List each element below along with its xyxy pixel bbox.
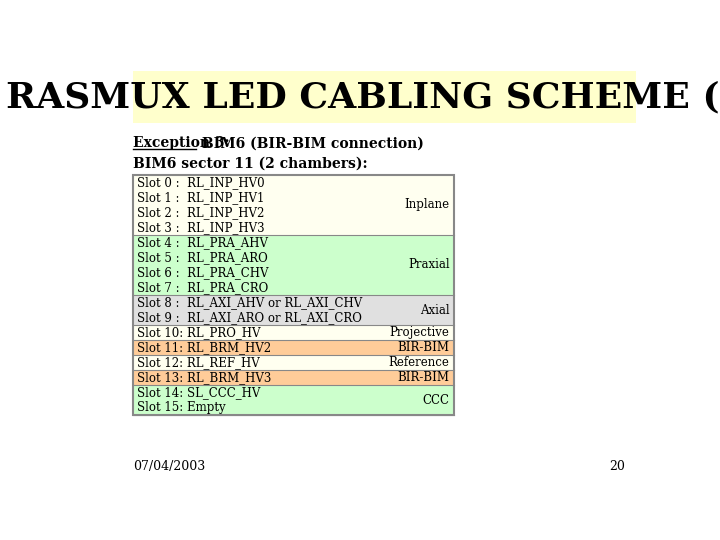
Text: Slot 10: RL_PRO_HV: Slot 10: RL_PRO_HV <box>138 326 261 339</box>
Text: Slot 7 :  RL_PRA_CRO: Slot 7 : RL_PRA_CRO <box>138 281 269 294</box>
Text: Slot 3 :  RL_INP_HV3: Slot 3 : RL_INP_HV3 <box>138 221 265 234</box>
Text: Exception 3:: Exception 3: <box>132 136 229 150</box>
Text: BIM6 sector 11 (2 chambers):: BIM6 sector 11 (2 chambers): <box>132 157 367 170</box>
Text: Praxial: Praxial <box>408 259 449 272</box>
Bar <box>132 370 454 385</box>
Text: 20: 20 <box>609 460 625 473</box>
Text: Projective: Projective <box>390 326 449 339</box>
Text: Slot 6 :  RL_PRA_CHV: Slot 6 : RL_PRA_CHV <box>138 266 269 279</box>
Bar <box>132 355 454 370</box>
Bar <box>132 175 454 235</box>
Text: Reference: Reference <box>389 356 449 369</box>
Text: Slot 12: RL_REF_HV: Slot 12: RL_REF_HV <box>138 356 260 369</box>
Bar <box>132 295 454 325</box>
Text: Slot 11: RL_BRM_HV2: Slot 11: RL_BRM_HV2 <box>138 341 271 354</box>
Bar <box>132 385 454 415</box>
Bar <box>132 235 454 295</box>
Text: Slot 13: RL_BRM_HV3: Slot 13: RL_BRM_HV3 <box>138 371 271 384</box>
Bar <box>132 175 454 415</box>
Text: Slot 5 :  RL_PRA_ARO: Slot 5 : RL_PRA_ARO <box>138 251 268 264</box>
Bar <box>132 71 636 123</box>
Text: Slot 1 :  RL_INP_HV1: Slot 1 : RL_INP_HV1 <box>138 191 265 204</box>
Text: BIR-BIM: BIR-BIM <box>397 371 449 384</box>
Text: CCC: CCC <box>423 394 449 407</box>
Text: Slot 2 :  RL_INP_HV2: Slot 2 : RL_INP_HV2 <box>138 206 265 219</box>
Bar <box>132 325 454 340</box>
Text: Slot 8 :  RL_AXI_AHV or RL_AXI_CHV: Slot 8 : RL_AXI_AHV or RL_AXI_CHV <box>138 296 363 309</box>
Text: Slot 9 :  RL_AXI_ARO or RL_AXI_CRO: Slot 9 : RL_AXI_ARO or RL_AXI_CRO <box>138 311 362 324</box>
Text: Inplane: Inplane <box>405 198 449 212</box>
Text: Slot 0 :  RL_INP_HV0: Slot 0 : RL_INP_HV0 <box>138 176 265 189</box>
Text: BIR-BIM: BIR-BIM <box>397 341 449 354</box>
Text: Axial: Axial <box>420 303 449 316</box>
Bar <box>132 340 454 355</box>
Text: 07/04/2003: 07/04/2003 <box>132 460 205 473</box>
Text: Slot 4 :  RL_PRA_AHV: Slot 4 : RL_PRA_AHV <box>138 236 269 249</box>
Text: RASMUX LED CABLING SCHEME (4): RASMUX LED CABLING SCHEME (4) <box>6 80 720 114</box>
Text: Slot 15: Empty: Slot 15: Empty <box>138 401 226 414</box>
Text: BIM6 (BIR-BIM connection): BIM6 (BIR-BIM connection) <box>197 136 424 150</box>
Text: Slot 14: SL_CCC_HV: Slot 14: SL_CCC_HV <box>138 386 261 399</box>
